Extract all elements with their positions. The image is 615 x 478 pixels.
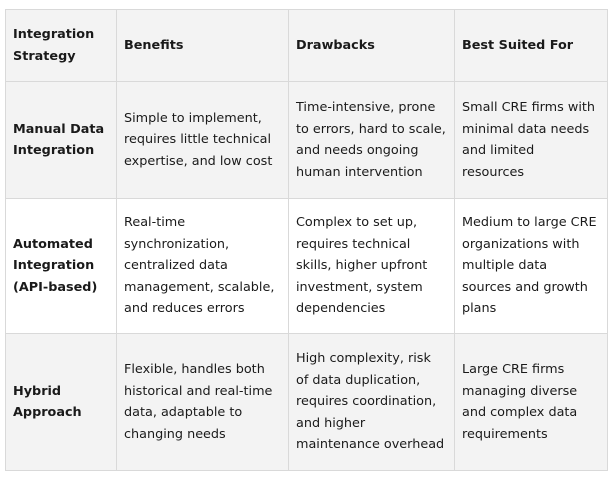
strategy-cell: Automated Integration (API-based) xyxy=(5,198,117,334)
benefits-cell: Real-time synchronization, centralized d… xyxy=(116,198,289,334)
table-body: Manual Data Integration Simple to implem… xyxy=(5,81,608,471)
benefits-cell: Simple to implement, requires little tec… xyxy=(116,81,289,199)
header-row: Integration Strategy Benefits Drawbacks … xyxy=(5,9,608,82)
header-integration-strategy: Integration Strategy xyxy=(5,9,117,82)
best-suited-for-cell: Large CRE firms managing diverse and com… xyxy=(454,333,608,471)
header-drawbacks: Drawbacks xyxy=(288,9,455,82)
table-header: Integration Strategy Benefits Drawbacks … xyxy=(5,9,608,82)
best-suited-for-cell: Medium to large CRE organizations with m… xyxy=(454,198,608,334)
integration-strategy-table: Integration Strategy Benefits Drawbacks … xyxy=(5,9,608,471)
best-suited-for-cell: Small CRE firms with minimal data needs … xyxy=(454,81,608,199)
drawbacks-cell: Complex to set up, requires technical sk… xyxy=(288,198,455,334)
strategy-cell: Hybrid Approach xyxy=(5,333,117,471)
table-row: Manual Data Integration Simple to implem… xyxy=(5,81,608,199)
header-best-suited-for: Best Suited For xyxy=(454,9,608,82)
strategy-cell: Manual Data Integration xyxy=(5,81,117,199)
comparison-table-container: Integration Strategy Benefits Drawbacks … xyxy=(5,9,608,471)
table-row: Automated Integration (API-based) Real-t… xyxy=(5,198,608,334)
header-benefits: Benefits xyxy=(116,9,289,82)
drawbacks-cell: Time-intensive, prone to errors, hard to… xyxy=(288,81,455,199)
drawbacks-cell: High complexity, risk of data duplicatio… xyxy=(288,333,455,471)
table-row: Hybrid Approach Flexible, handles both h… xyxy=(5,333,608,471)
benefits-cell: Flexible, handles both historical and re… xyxy=(116,333,289,471)
